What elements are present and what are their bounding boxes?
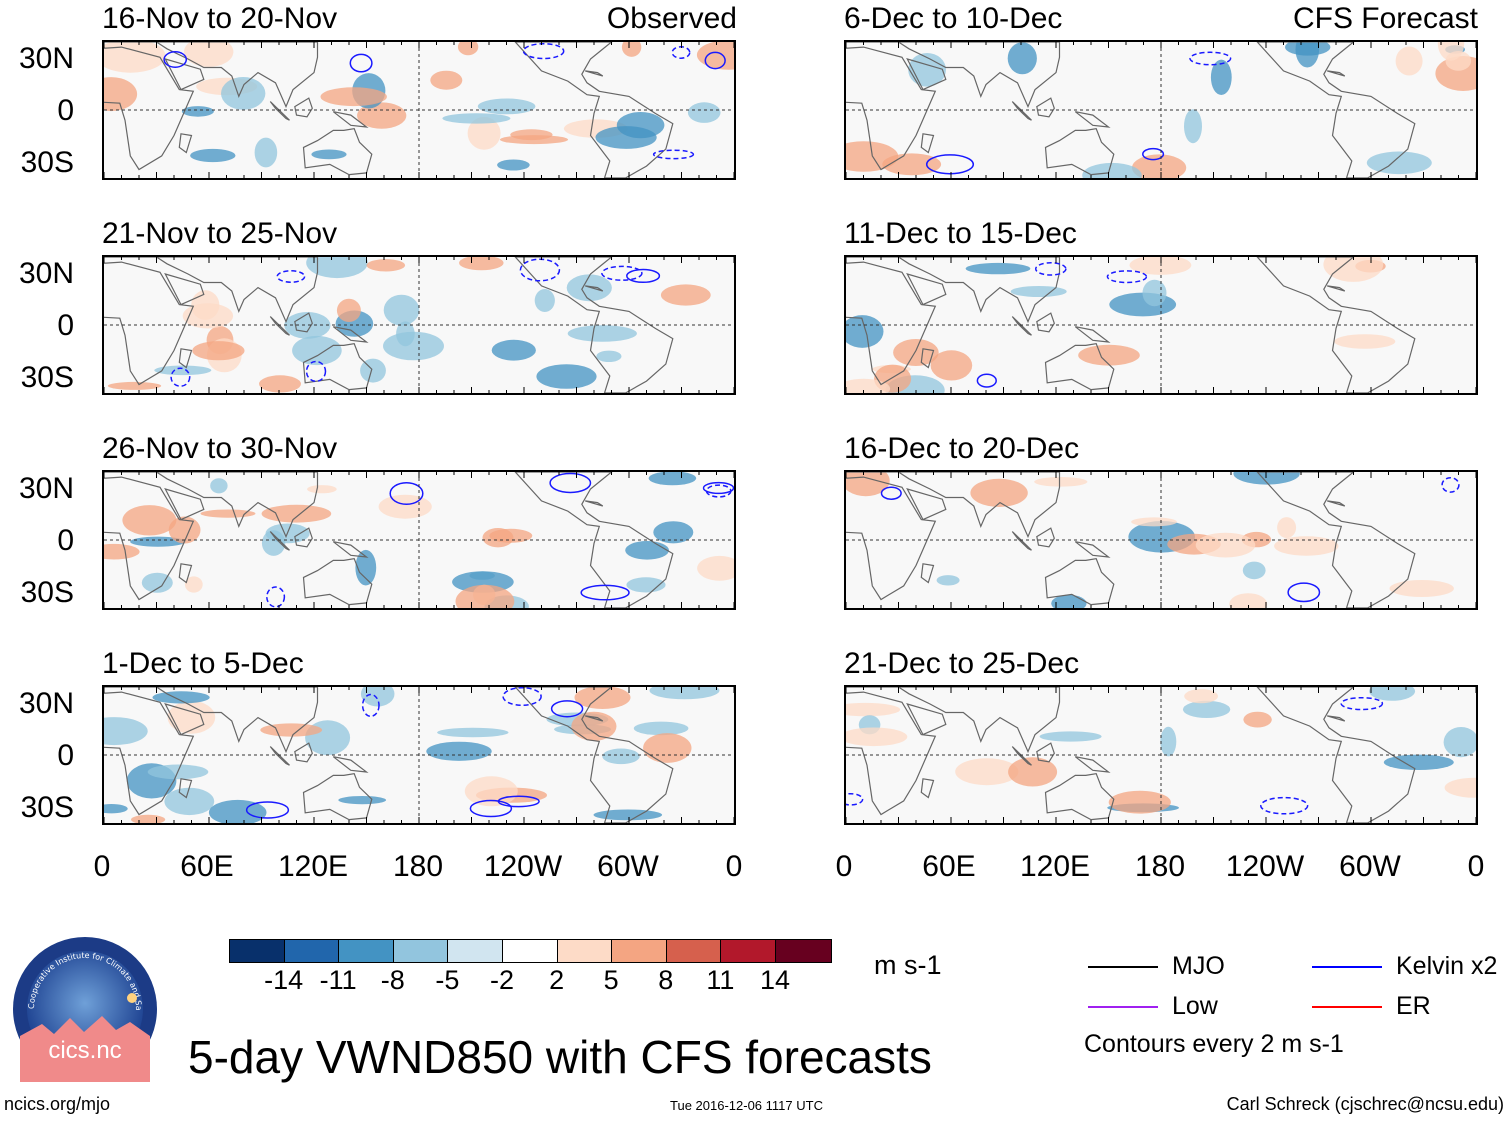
panel-title-7: 16-Dec to 20-Dec bbox=[844, 432, 1080, 465]
lon-label-60e: 60E bbox=[922, 850, 976, 883]
panel-title-8: 21-Dec to 25-Dec bbox=[844, 647, 1080, 680]
map-panel-2 bbox=[102, 255, 736, 395]
lat-label-30n: 30N bbox=[18, 687, 74, 720]
colorbar-swatch bbox=[448, 940, 503, 962]
lon-label-0: 0 bbox=[93, 850, 111, 883]
footer-url: ncics.org/mjo bbox=[4, 1094, 111, 1114]
lat-label-30s: 30S bbox=[20, 576, 74, 609]
lon-label-0: 0 bbox=[835, 850, 853, 883]
lon-label-120w: 120W bbox=[1225, 850, 1305, 883]
lat-label-eq: 0 bbox=[57, 524, 74, 557]
lat-label-30n: 30N bbox=[18, 257, 74, 290]
colorbar-tick-label: 2 bbox=[549, 965, 565, 995]
colorbar-swatch bbox=[393, 940, 449, 962]
legend-item-low: Low bbox=[1088, 992, 1218, 1021]
map-panel-6 bbox=[844, 255, 1478, 395]
er-line-swatch bbox=[1312, 1006, 1382, 1009]
colorbar-swatch bbox=[502, 940, 558, 962]
contour-note: Contours every 2 m s-1 bbox=[1084, 1030, 1344, 1058]
colorbar-tick-label: 5 bbox=[603, 965, 619, 995]
legend-item-er: ER bbox=[1312, 992, 1431, 1021]
colorbar-swatch bbox=[775, 940, 831, 962]
lon-label-0-end: 0 bbox=[725, 850, 743, 883]
cics-logo: Cooperative Institute for Climate and Sa… bbox=[12, 936, 157, 1082]
map-panel-3 bbox=[102, 470, 736, 610]
map-panel-7 bbox=[844, 470, 1478, 610]
panel-title-2: 21-Nov to 25-Nov bbox=[102, 217, 338, 250]
lon-label-0-end: 0 bbox=[1467, 850, 1485, 883]
colorbar-swatch bbox=[230, 940, 285, 962]
colorbar-swatch bbox=[721, 940, 776, 962]
mjo-line-swatch bbox=[1088, 966, 1158, 969]
colorbar-tick-label: 8 bbox=[658, 965, 674, 995]
lat-label-30s: 30S bbox=[20, 361, 74, 394]
colorbar-tick-label: -11 bbox=[319, 965, 357, 995]
footer-timestamp: Tue 2016-12-06 1117 UTC bbox=[670, 1098, 823, 1113]
colorbar-swatch bbox=[339, 940, 394, 962]
low-line-swatch bbox=[1088, 1006, 1158, 1009]
colorbar-swatch bbox=[284, 940, 340, 962]
lon-label-120e: 120E bbox=[1019, 850, 1091, 883]
kelvin-line-swatch bbox=[1312, 966, 1382, 969]
lon-label-120e: 120E bbox=[277, 850, 349, 883]
colorbar-swatch bbox=[666, 940, 722, 962]
lat-label-30n: 30N bbox=[18, 42, 74, 75]
map-panel-4 bbox=[102, 685, 736, 825]
legend-item-kelvin: Kelvin x2 bbox=[1312, 952, 1497, 981]
lon-label-180: 180 bbox=[392, 850, 444, 883]
panel-title-6: 11-Dec to 15-Dec bbox=[844, 217, 1077, 250]
panel-title-5: 6-Dec to 10-Dec bbox=[844, 2, 1063, 35]
panel-title-4: 1-Dec to 5-Dec bbox=[102, 647, 304, 680]
lat-label-30s: 30S bbox=[20, 146, 74, 179]
map-panel-5 bbox=[844, 40, 1478, 180]
panel-title-1: 16-Nov to 20-Nov bbox=[102, 2, 338, 35]
colorbar-tick-label: -14 bbox=[264, 965, 304, 995]
map-panel-8 bbox=[844, 685, 1478, 825]
lat-label-eq: 0 bbox=[57, 739, 74, 772]
lat-label-30n: 30N bbox=[18, 472, 74, 505]
colorbar-tick-label: -5 bbox=[435, 965, 460, 995]
colorbar-tick-label: 14 bbox=[759, 965, 791, 995]
lat-label-eq: 0 bbox=[57, 94, 74, 127]
lat-label-30s: 30S bbox=[20, 791, 74, 824]
colorbar-swatch bbox=[612, 940, 667, 962]
lon-label-60w: 60W bbox=[597, 850, 659, 883]
lon-label-60w: 60W bbox=[1339, 850, 1401, 883]
legend-item-mjo: MJO bbox=[1088, 952, 1225, 981]
colorbar-units: m s-1 bbox=[874, 950, 942, 980]
cfs-forecast-label: CFS Forecast bbox=[1292, 2, 1478, 35]
footer-author: Carl Schreck (cjschrec@ncsu.edu) bbox=[1226, 1094, 1504, 1114]
observed-label: Observed bbox=[606, 2, 737, 35]
lon-label-60e: 60E bbox=[180, 850, 234, 883]
colorbar-tick-label: 11 bbox=[706, 965, 735, 995]
map-panel-1 bbox=[102, 40, 736, 180]
lat-label-eq: 0 bbox=[57, 309, 74, 342]
colorbar bbox=[229, 939, 832, 963]
colorbar-tick-label: -8 bbox=[380, 965, 405, 995]
main-title: 5-day VWND850 with CFS forecasts bbox=[188, 1031, 932, 1083]
logo-text: cics.nc bbox=[48, 1037, 121, 1064]
lon-label-120w: 120W bbox=[483, 850, 563, 883]
lon-label-180: 180 bbox=[1134, 850, 1186, 883]
colorbar-swatch bbox=[557, 940, 613, 962]
panel-title-3: 26-Nov to 30-Nov bbox=[102, 432, 338, 465]
colorbar-tick-label: -2 bbox=[489, 965, 515, 995]
